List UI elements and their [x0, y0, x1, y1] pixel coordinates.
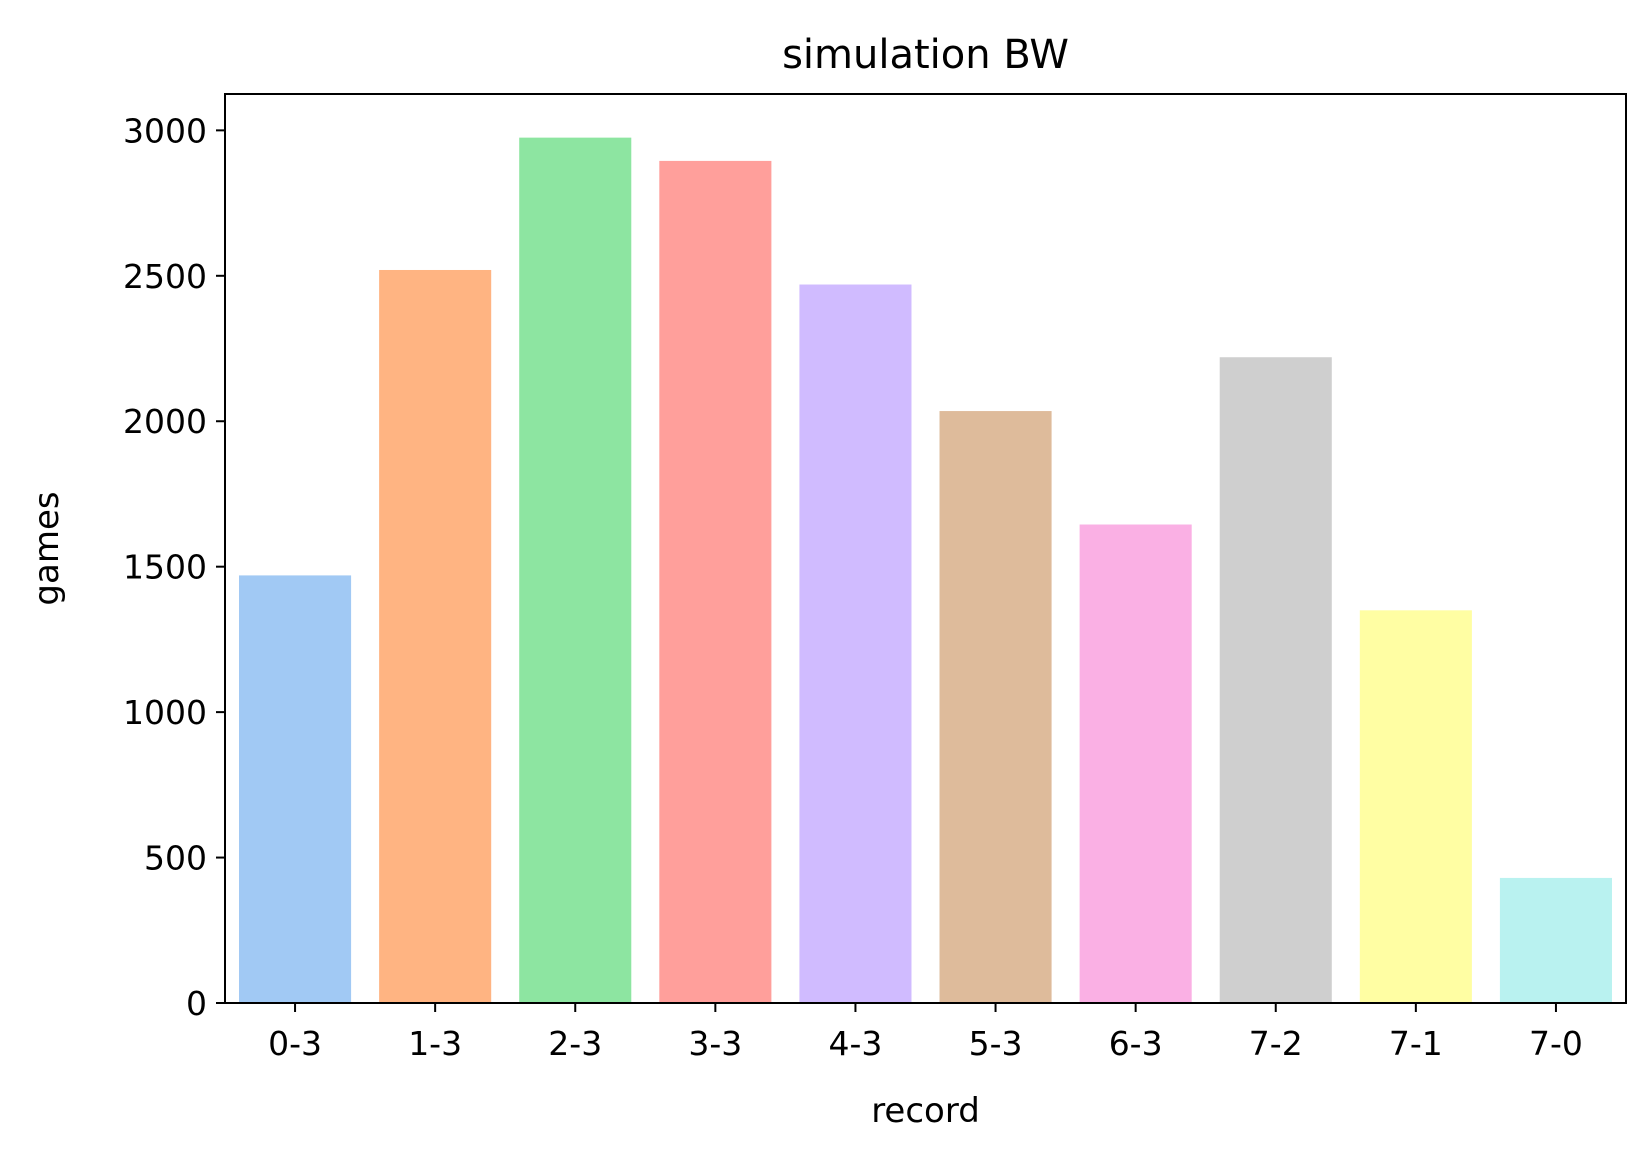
x-tick-label: 2-3	[548, 1024, 602, 1063]
x-tick-label: 6-3	[1109, 1024, 1163, 1063]
bar-7-2	[1219, 357, 1332, 1003]
x-tick-label: 3-3	[688, 1024, 742, 1063]
bar-7-1	[1359, 610, 1472, 1003]
bar-4-3	[799, 284, 912, 1004]
x-tick-label: 4-3	[828, 1024, 882, 1063]
bars-group	[239, 137, 1612, 1004]
x-tick-label: 0-3	[268, 1024, 322, 1063]
x-axis-label: record	[871, 1091, 980, 1131]
y-tick-label: 3000	[123, 111, 207, 150]
x-tick-label: 7-2	[1249, 1024, 1303, 1063]
y-tick-label: 2500	[123, 257, 207, 296]
bar-0-3	[239, 575, 352, 1003]
y-tick-label: 2000	[123, 402, 207, 441]
bar-2-3	[519, 137, 632, 1003]
bar-5-3	[939, 411, 1052, 1003]
x-tick-label: 5-3	[969, 1024, 1023, 1063]
x-tick-label: 7-1	[1389, 1024, 1443, 1063]
chart-title: simulation BW	[782, 32, 1069, 78]
x-tick-label: 1-3	[408, 1024, 462, 1063]
y-tick-label: 500	[144, 839, 207, 878]
x-ticks-group: 0-3 1-3 2-3 3-3 4-3 5-3 6-3 7-2 7-1 7-0	[268, 1003, 1583, 1063]
y-tick-label: 1500	[123, 548, 207, 587]
x-tick-label: 7-0	[1529, 1024, 1583, 1063]
y-tick-label: 0	[186, 984, 207, 1023]
y-axis-label: games	[27, 491, 67, 605]
plot-frame	[224, 93, 1627, 1004]
bar-1-3	[379, 269, 492, 1003]
y-ticks-group: 0 500 1000 1500 2000 2500 3000	[123, 111, 225, 1023]
bar-3-3	[659, 160, 772, 1003]
y-tick-label: 1000	[123, 693, 207, 732]
bar-7-0	[1499, 877, 1612, 1003]
bar-6-3	[1079, 524, 1192, 1003]
